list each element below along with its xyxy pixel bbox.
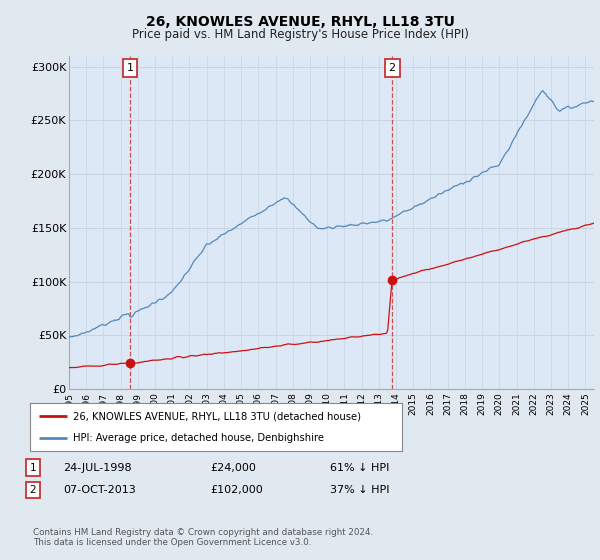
Text: 24-JUL-1998: 24-JUL-1998 <box>63 463 131 473</box>
Text: Price paid vs. HM Land Registry's House Price Index (HPI): Price paid vs. HM Land Registry's House … <box>131 28 469 41</box>
Text: 26, KNOWLES AVENUE, RHYL, LL18 3TU: 26, KNOWLES AVENUE, RHYL, LL18 3TU <box>146 15 454 29</box>
Text: 07-OCT-2013: 07-OCT-2013 <box>63 485 136 495</box>
Text: 37% ↓ HPI: 37% ↓ HPI <box>330 485 389 495</box>
Text: 26, KNOWLES AVENUE, RHYL, LL18 3TU (detached house): 26, KNOWLES AVENUE, RHYL, LL18 3TU (deta… <box>73 411 361 421</box>
Text: 61% ↓ HPI: 61% ↓ HPI <box>330 463 389 473</box>
Text: 2: 2 <box>29 485 37 495</box>
Text: 1: 1 <box>127 63 134 73</box>
Text: £24,000: £24,000 <box>210 463 256 473</box>
Text: 2: 2 <box>389 63 395 73</box>
Bar <box>130 56 392 389</box>
Text: HPI: Average price, detached house, Denbighshire: HPI: Average price, detached house, Denb… <box>73 433 324 443</box>
Text: £102,000: £102,000 <box>210 485 263 495</box>
Text: 1: 1 <box>29 463 37 473</box>
Text: Contains HM Land Registry data © Crown copyright and database right 2024.
This d: Contains HM Land Registry data © Crown c… <box>33 528 373 547</box>
